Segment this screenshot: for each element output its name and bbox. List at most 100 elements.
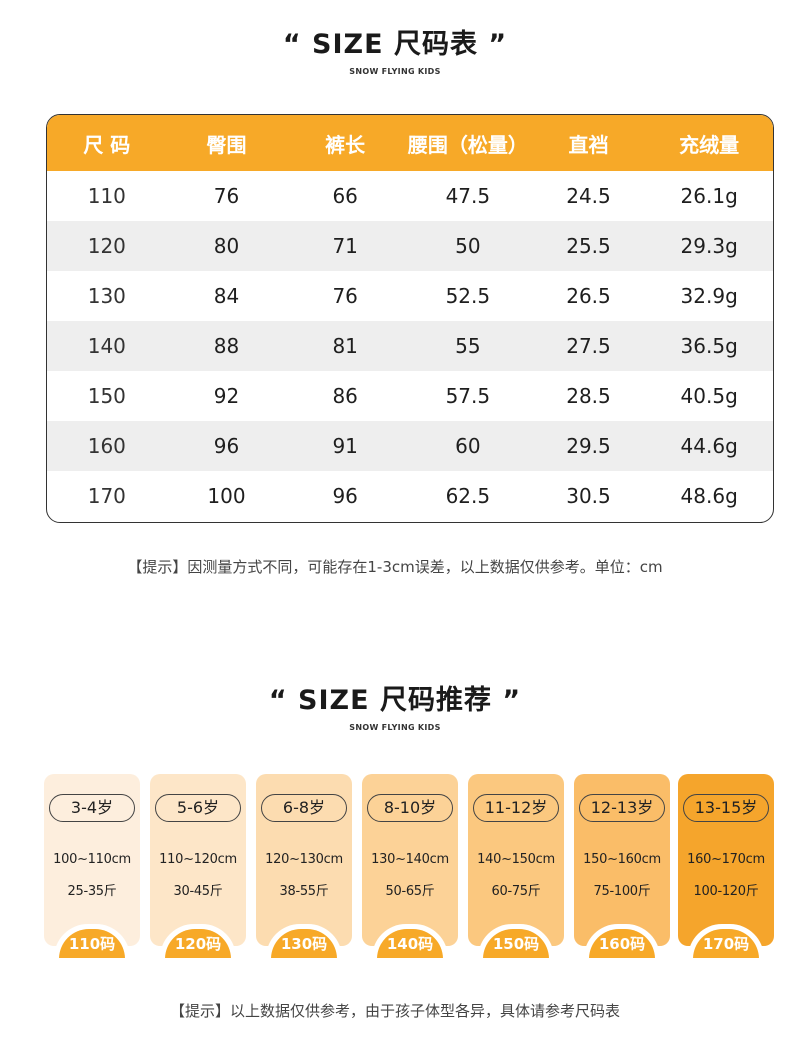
size-recommend-note: 【提示】以上数据仅供参考，由于孩子体型各异，具体请参考尺码表 (169, 1002, 620, 1020)
table-row: 140 88 81 55 27.5 36.5g (47, 321, 773, 371)
age-pill: 3-4岁 (49, 794, 135, 822)
table-cell: 92 (213, 384, 240, 408)
size-badge-frame: 140码 (372, 924, 448, 958)
table-cell: 160 (87, 434, 126, 458)
table-cell: 50 (455, 234, 481, 258)
table-cell: 26.1g (680, 184, 738, 208)
table-row: 170 100 96 62.5 30.5 48.6g (47, 471, 773, 521)
size-chart-title: “ SIZE 尺码表 ” (282, 29, 508, 60)
size-recommend-cards: 3-4岁 100~110cm 25-35斤 110码 5-6岁 110~120cm 30-4… (44, 774, 774, 958)
size-chart-heading: “ SIZE 尺码表 ” SNOW FLYING KIDS (0, 22, 790, 76)
weight-range: 38-55斤 (279, 884, 329, 899)
table-cell: 88 (213, 334, 240, 358)
age-pill: 13-15岁 (683, 794, 769, 822)
table-cell: 81 (332, 334, 358, 358)
size-card: 5-6岁 110~120cm 30-45斤 120码 (150, 774, 246, 958)
age-pill: 11-12岁 (473, 794, 559, 822)
size-badge-frame: 160码 (584, 924, 660, 958)
table-cell: 47.5 (445, 184, 491, 208)
table-cell: 24.5 (566, 184, 611, 208)
height-range: 120~130cm (265, 852, 343, 867)
table-row: 120 80 71 50 25.5 29.3g (47, 221, 773, 271)
table-cell: 91 (332, 434, 358, 458)
table-cell: 40.5g (680, 384, 738, 408)
size-badge: 110码 (59, 929, 125, 958)
table-row: 130 84 76 52.5 26.5 32.9g (47, 271, 773, 321)
size-card: 13-15岁 160~170cm 100-120斤 170码 (678, 774, 774, 958)
height-range: 140~150cm (477, 852, 555, 867)
size-badge-frame: 130码 (266, 924, 342, 958)
size-card: 8-10岁 130~140cm 50-65斤 140码 (362, 774, 458, 958)
size-table: 尺 码 臀围 裤长 腰围（松量） 直裆 充绒量 110 76 66 47.5 24.5 2… (46, 114, 774, 523)
size-card: 3-4岁 100~110cm 25-35斤 110码 (44, 774, 140, 958)
height-range: 100~110cm (53, 852, 131, 867)
table-cell: 29.3g (680, 234, 738, 258)
size-chart-subtitle: SNOW FLYING KIDS (349, 67, 441, 76)
header-rise: 直裆 (568, 132, 609, 157)
weight-range: 75-100斤 (593, 884, 651, 899)
table-cell: 120 (87, 234, 126, 258)
table-header-row: 尺 码 臀围 裤长 腰围（松量） 直裆 充绒量 (47, 115, 773, 171)
table-row: 150 92 86 57.5 28.5 40.5g (47, 371, 773, 421)
table-cell: 71 (332, 234, 358, 258)
header-hip: 臀围 (206, 132, 247, 157)
table-cell: 25.5 (566, 234, 611, 258)
table-cell: 28.5 (566, 384, 611, 408)
size-card: 6-8岁 120~130cm 38-55斤 130码 (256, 774, 352, 958)
table-row: 160 96 91 60 29.5 44.6g (47, 421, 773, 471)
table-row: 110 76 66 47.5 24.5 26.1g (47, 171, 773, 221)
table-cell: 60 (455, 434, 481, 458)
weight-range: 25-35斤 (67, 884, 117, 899)
age-pill: 6-8岁 (261, 794, 347, 822)
table-cell: 84 (213, 284, 240, 308)
weight-range: 30-45斤 (173, 884, 223, 899)
table-cell: 57.5 (445, 384, 491, 408)
table-cell: 26.5 (566, 284, 611, 308)
table-cell: 66 (332, 184, 358, 208)
size-recommend-subtitle: SNOW FLYING KIDS (349, 723, 441, 732)
table-cell: 80 (213, 234, 240, 258)
size-badge: 130码 (271, 929, 337, 958)
weight-range: 60-75斤 (491, 884, 541, 899)
table-cell: 27.5 (566, 334, 611, 358)
table-cell: 44.6g (680, 434, 738, 458)
header-fill-weight: 充绒量 (679, 132, 740, 157)
height-range: 130~140cm (371, 852, 449, 867)
table-cell: 36.5g (680, 334, 738, 358)
size-badge: 170码 (693, 929, 759, 958)
size-recommend-title: “ SIZE 尺码推荐 ” (268, 685, 522, 716)
size-card: 12-13岁 150~160cm 75-100斤 160码 (574, 774, 670, 958)
table-cell: 86 (332, 384, 358, 408)
height-range: 110~120cm (159, 852, 237, 867)
age-pill: 5-6岁 (155, 794, 241, 822)
table-cell: 100 (207, 484, 246, 508)
height-range: 150~160cm (583, 852, 661, 867)
size-badge-frame: 150码 (478, 924, 554, 958)
table-cell: 140 (87, 334, 126, 358)
size-badge: 150码 (483, 929, 549, 958)
table-cell: 170 (87, 484, 126, 508)
table-cell: 96 (213, 434, 240, 458)
size-badge-frame: 120码 (160, 924, 236, 958)
header-size: 尺 码 (83, 132, 131, 157)
weight-range: 100-120斤 (693, 884, 759, 899)
table-cell: 130 (87, 284, 126, 308)
table-cell: 96 (332, 484, 358, 508)
size-table-note: 【提示】因测量方式不同，可能存在1-3cm误差，以上数据仅供参考。单位：cm (127, 558, 663, 576)
table-cell: 52.5 (445, 284, 491, 308)
table-cell: 62.5 (445, 484, 491, 508)
table-cell: 32.9g (680, 284, 738, 308)
age-pill: 8-10岁 (367, 794, 453, 822)
size-badge: 120码 (165, 929, 231, 958)
size-recommend-heading: “ SIZE 尺码推荐 ” SNOW FLYING KIDS (0, 678, 790, 732)
table-cell: 55 (455, 334, 481, 358)
table-cell: 48.6g (680, 484, 738, 508)
table-cell: 29.5 (566, 434, 611, 458)
table-cell: 76 (213, 184, 240, 208)
table-cell: 30.5 (566, 484, 611, 508)
height-range: 160~170cm (687, 852, 765, 867)
table-cell: 110 (87, 184, 126, 208)
size-badge-frame: 170码 (688, 924, 764, 958)
table-cell: 76 (332, 284, 358, 308)
size-badge-frame: 110码 (54, 924, 130, 958)
